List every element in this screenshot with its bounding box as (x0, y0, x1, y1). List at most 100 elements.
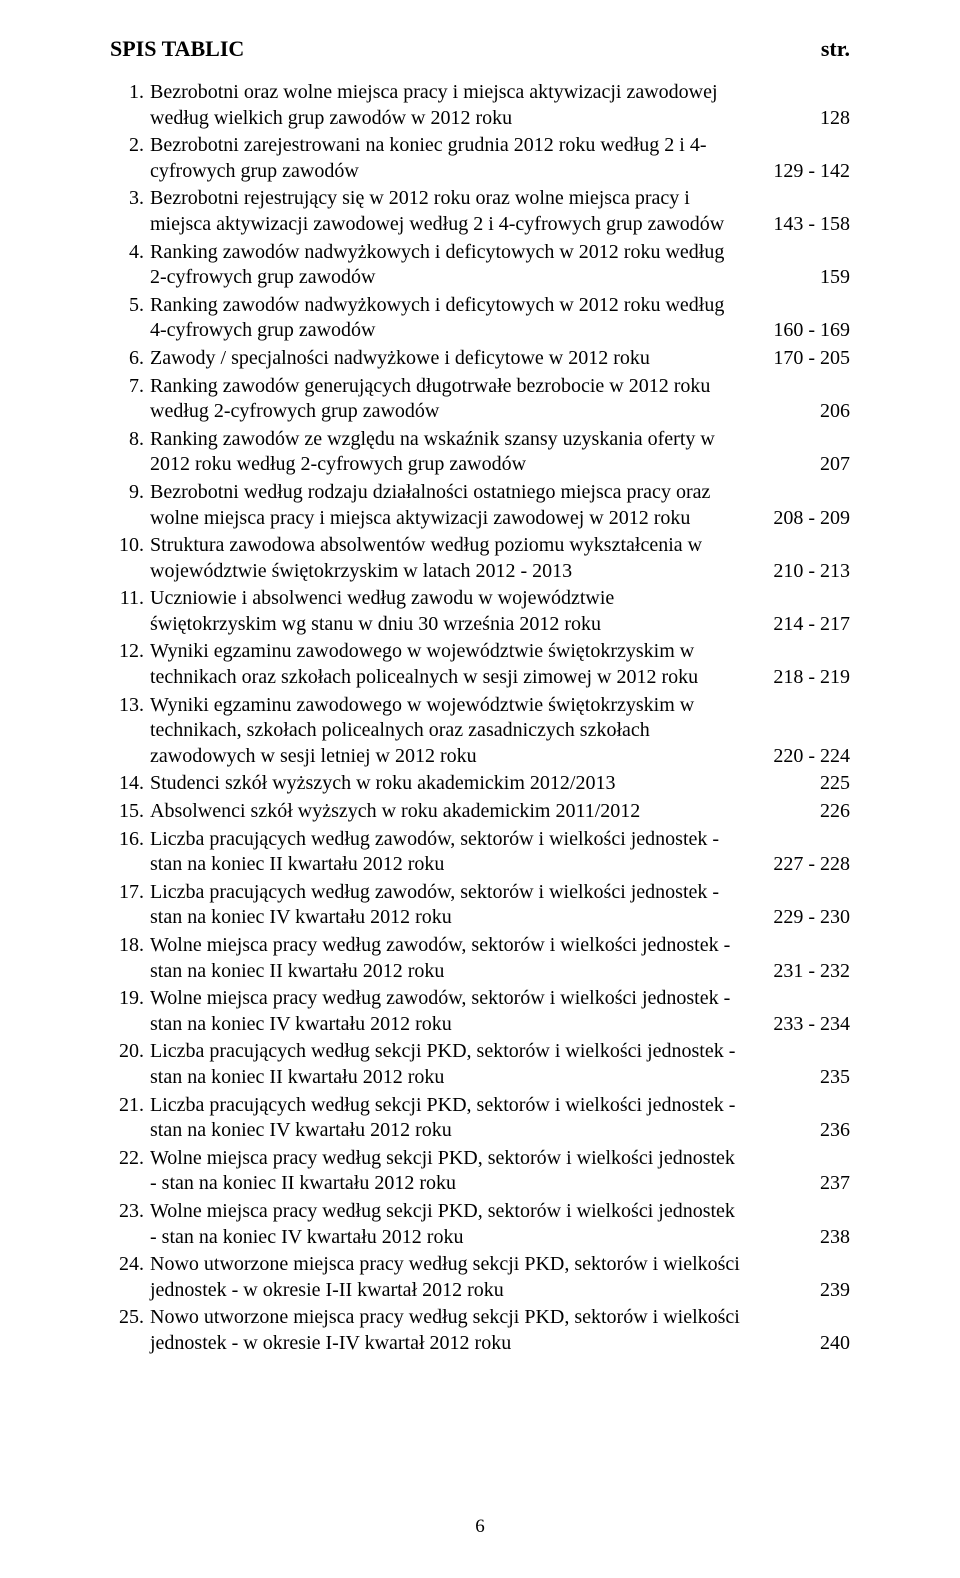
toc-entry-page: 233 - 234 (754, 1012, 850, 1038)
toc-entry-page: 159 (754, 265, 850, 291)
toc-entry-text: Wyniki egzaminu zawodowego w województwi… (150, 639, 754, 690)
toc-entry-text: Ranking zawodów ze względu na wskaźnik s… (150, 427, 754, 478)
toc-entry-number: 25. (110, 1305, 150, 1331)
toc-entry-number: 13. (110, 693, 150, 719)
toc-entry-number: 7. (110, 374, 150, 400)
toc-entry-text: Uczniowie i absolwenci według zawodu w w… (150, 586, 754, 637)
toc-entry-text: Nowo utworzone miejsca pracy według sekc… (150, 1305, 754, 1356)
toc-entry-number: 1. (110, 80, 150, 106)
toc-entry: 6.Zawody / specjalności nadwyżkowe i def… (110, 346, 850, 372)
toc-entry-page: 227 - 228 (754, 852, 850, 878)
toc-entry: 25.Nowo utworzone miejsca pracy według s… (110, 1305, 850, 1356)
toc-entry-text: Ranking zawodów nadwyżkowych i deficytow… (150, 293, 754, 344)
toc-entry-page: 239 (754, 1278, 850, 1304)
toc-entry-number: 8. (110, 427, 150, 453)
toc-entry-text: Liczba pracujących według sekcji PKD, se… (150, 1039, 754, 1090)
toc-entry: 3.Bezrobotni rejestrujący się w 2012 rok… (110, 186, 850, 237)
toc-entry-page: 207 (754, 452, 850, 478)
toc-entry: 8.Ranking zawodów ze względu na wskaźnik… (110, 427, 850, 478)
toc-entry-page: 240 (754, 1331, 850, 1357)
toc-entry: 10.Struktura zawodowa absolwentów według… (110, 533, 850, 584)
toc-entry-page: 218 - 219 (754, 665, 850, 691)
toc-entry: 13.Wyniki egzaminu zawodowego w wojewódz… (110, 693, 850, 770)
toc-entry: 11.Uczniowie i absolwenci według zawodu … (110, 586, 850, 637)
toc-entry-text: Nowo utworzone miejsca pracy według sekc… (150, 1252, 754, 1303)
toc-entry-text: Wolne miejsca pracy według zawodów, sekt… (150, 933, 754, 984)
toc-entry-page: 231 - 232 (754, 959, 850, 985)
toc-entry-text: Bezrobotni rejestrujący się w 2012 roku … (150, 186, 754, 237)
toc-entry-number: 16. (110, 827, 150, 853)
toc-entry-page: 236 (754, 1118, 850, 1144)
toc-entry-number: 18. (110, 933, 150, 959)
toc-entry: 24.Nowo utworzone miejsca pracy według s… (110, 1252, 850, 1303)
toc-entry-text: Wolne miejsca pracy według sekcji PKD, s… (150, 1146, 754, 1197)
toc-entry: 18.Wolne miejsca pracy według zawodów, s… (110, 933, 850, 984)
toc-entry-page: 170 - 205 (754, 346, 850, 372)
title-row: SPIS TABLIC str. (110, 36, 850, 62)
toc-entry: 22.Wolne miejsca pracy według sekcji PKD… (110, 1146, 850, 1197)
toc-entry-page: 208 - 209 (754, 506, 850, 532)
toc-entry: 7.Ranking zawodów generujących długotrwa… (110, 374, 850, 425)
toc-entry-text: Struktura zawodowa absolwentów według po… (150, 533, 754, 584)
toc-entry-page: 226 (754, 799, 850, 825)
toc-entry-page: 210 - 213 (754, 559, 850, 585)
toc-entry-text: Wolne miejsca pracy według sekcji PKD, s… (150, 1199, 754, 1250)
toc-entry-page: 238 (754, 1225, 850, 1251)
toc-entry-number: 10. (110, 533, 150, 559)
toc-entry-text: Liczba pracujących według sekcji PKD, se… (150, 1093, 754, 1144)
toc-entry-page: 220 - 224 (754, 744, 850, 770)
toc-entry-text: Ranking zawodów generujących długotrwałe… (150, 374, 754, 425)
toc-entry-page: 229 - 230 (754, 905, 850, 931)
toc-entry-page: 235 (754, 1065, 850, 1091)
toc-entry-number: 11. (110, 586, 150, 612)
toc-entry-page: 225 (754, 771, 850, 797)
document-page: SPIS TABLIC str. 1.Bezrobotni oraz wolne… (0, 0, 960, 1578)
toc-entry-number: 24. (110, 1252, 150, 1278)
toc-entry: 19.Wolne miejsca pracy według zawodów, s… (110, 986, 850, 1037)
toc-entry-number: 17. (110, 880, 150, 906)
page-title-right: str. (821, 36, 850, 62)
page-title: SPIS TABLIC (110, 36, 244, 62)
toc-list: 1.Bezrobotni oraz wolne miejsca pracy i … (110, 80, 850, 1357)
toc-entry-text: Bezrobotni zarejestrowani na koniec grud… (150, 133, 754, 184)
toc-entry-number: 22. (110, 1146, 150, 1172)
toc-entry: 4.Ranking zawodów nadwyżkowych i deficyt… (110, 240, 850, 291)
toc-entry-text: Ranking zawodów nadwyżkowych i deficytow… (150, 240, 754, 291)
toc-entry: 1.Bezrobotni oraz wolne miejsca pracy i … (110, 80, 850, 131)
toc-entry: 15.Absolwenci szkół wyższych w roku akad… (110, 799, 850, 825)
toc-entry-text: Bezrobotni według rodzaju działalności o… (150, 480, 754, 531)
toc-entry: 16.Liczba pracujących według zawodów, se… (110, 827, 850, 878)
toc-entry-number: 21. (110, 1093, 150, 1119)
toc-entry-number: 23. (110, 1199, 150, 1225)
toc-entry-number: 12. (110, 639, 150, 665)
page-number: 6 (0, 1516, 960, 1538)
toc-entry-number: 19. (110, 986, 150, 1012)
toc-entry: 2.Bezrobotni zarejestrowani na koniec gr… (110, 133, 850, 184)
toc-entry-number: 20. (110, 1039, 150, 1065)
toc-entry-number: 9. (110, 480, 150, 506)
toc-entry: 23.Wolne miejsca pracy według sekcji PKD… (110, 1199, 850, 1250)
toc-entry-page: 214 - 217 (754, 612, 850, 638)
toc-entry-page: 128 (754, 106, 850, 132)
toc-entry: 17.Liczba pracujących według zawodów, se… (110, 880, 850, 931)
toc-entry: 9.Bezrobotni według rodzaju działalności… (110, 480, 850, 531)
toc-entry-text: Wolne miejsca pracy według zawodów, sekt… (150, 986, 754, 1037)
toc-entry-text: Zawody / specjalności nadwyżkowe i defic… (150, 346, 754, 372)
toc-entry-text: Wyniki egzaminu zawodowego w województwi… (150, 693, 754, 770)
toc-entry: 20.Liczba pracujących według sekcji PKD,… (110, 1039, 850, 1090)
toc-entry-page: 129 - 142 (754, 159, 850, 185)
toc-entry-text: Liczba pracujących według zawodów, sekto… (150, 880, 754, 931)
toc-entry: 5.Ranking zawodów nadwyżkowych i deficyt… (110, 293, 850, 344)
toc-entry-text: Bezrobotni oraz wolne miejsca pracy i mi… (150, 80, 754, 131)
toc-entry-number: 15. (110, 799, 150, 825)
toc-entry-text: Absolwenci szkół wyższych w roku akademi… (150, 799, 754, 825)
toc-entry: 21.Liczba pracujących według sekcji PKD,… (110, 1093, 850, 1144)
toc-entry-text: Liczba pracujących według zawodów, sekto… (150, 827, 754, 878)
toc-entry-number: 6. (110, 346, 150, 372)
toc-entry-number: 14. (110, 771, 150, 797)
toc-entry-text: Studenci szkół wyższych w roku akademick… (150, 771, 754, 797)
toc-entry: 12.Wyniki egzaminu zawodowego w wojewódz… (110, 639, 850, 690)
toc-entry-page: 206 (754, 399, 850, 425)
toc-entry-number: 3. (110, 186, 150, 212)
toc-entry-page: 160 - 169 (754, 318, 850, 344)
